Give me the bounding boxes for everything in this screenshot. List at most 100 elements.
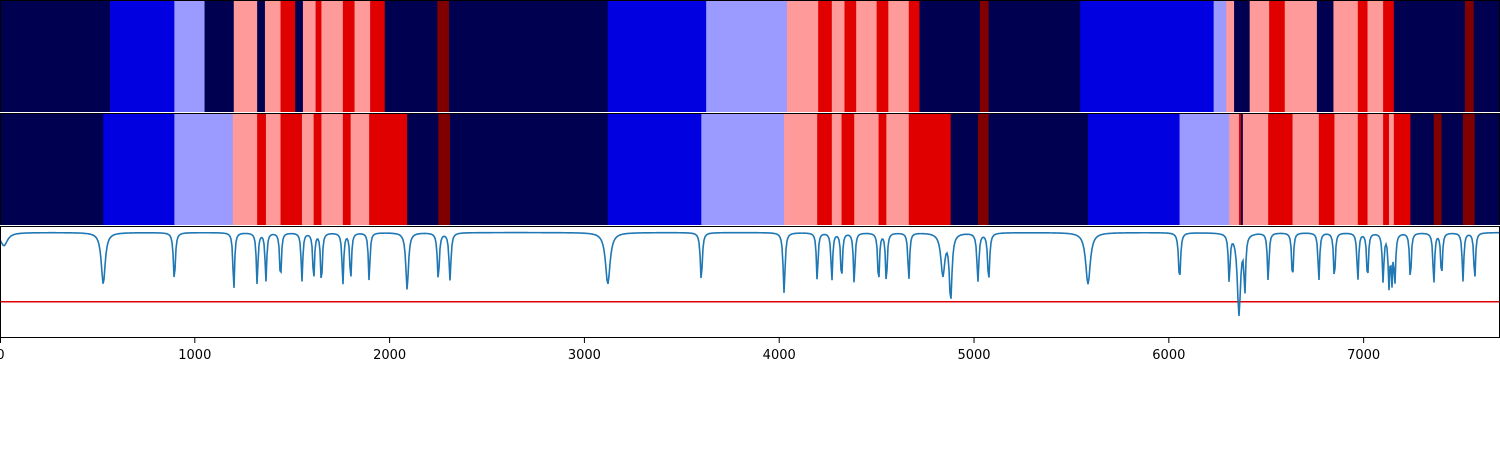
heatmap-bottom-cell-32 <box>1238 113 1242 225</box>
x-tick-label-1: 1000 <box>178 348 211 363</box>
heatmap-bottom-cell-3 <box>232 113 258 225</box>
heatmap-top-cell-33 <box>1226 0 1235 112</box>
heatmap-bottom-cell-30 <box>1179 113 1230 225</box>
heatmap-bottom-cell-25 <box>908 113 952 225</box>
heatmap-top-cell-6 <box>264 0 281 112</box>
heatmap-top-cell-19 <box>706 0 788 112</box>
heatmap-top-cell-41 <box>1367 0 1384 112</box>
heatmap-bottom-cell-48 <box>1474 113 1500 225</box>
heatmap-bottom-cell-37 <box>1318 113 1335 225</box>
x-tick-label-7: 7000 <box>1347 348 1380 363</box>
heatmap-bottom-cell-12 <box>369 113 408 225</box>
heatmap-top-cell-8 <box>295 0 304 112</box>
heatmap-bottom-cell-22 <box>854 113 879 225</box>
heatmap-bottom-cell-24 <box>886 113 910 225</box>
heatmap-bottom-cell-13 <box>407 113 439 225</box>
heatmap-bottom-cell-39 <box>1357 113 1368 225</box>
heatmap-top-cell-28 <box>919 0 981 112</box>
heatmap-bottom-cell-40 <box>1367 113 1384 225</box>
heatmap-top-cell-9 <box>302 0 316 112</box>
heatmap-bottom-cell-21 <box>841 113 855 225</box>
heatmap-bottom-cell-27 <box>977 113 990 225</box>
heatmap-top-cell-25 <box>876 0 889 112</box>
heatmap-bottom-cell-38 <box>1334 113 1359 225</box>
heatmap-bottom-cell-20 <box>831 113 842 225</box>
heatmap-top-cell-26 <box>888 0 910 112</box>
heatmap-top-cell-23 <box>844 0 857 112</box>
heatmap-bottom-cell-45 <box>1433 113 1442 225</box>
heatmap-top-cell-42 <box>1383 0 1395 112</box>
x-tick-label-6: 6000 <box>1152 348 1185 363</box>
heatmap-top-cell-40 <box>1357 0 1368 112</box>
heatmap-bottom-cell-33 <box>1240 113 1244 225</box>
heatmap-top-cell-39 <box>1333 0 1359 112</box>
heatmap-bottom-cell-2 <box>174 113 234 225</box>
heatmap-top-cell-13 <box>354 0 371 112</box>
heatmap-bottom-cell-0 <box>0 113 104 225</box>
heatmap-bottom-cell-8 <box>313 113 322 225</box>
heatmap-bottom-cell-11 <box>350 113 370 225</box>
heatmap-top-cell-2 <box>174 0 205 112</box>
heatmap-top-cell-11 <box>321 0 344 112</box>
x-tick-label-5: 5000 <box>957 348 990 363</box>
heatmap-bottom-cell-19 <box>817 113 833 225</box>
heatmap-bottom-cell-28 <box>988 113 1089 225</box>
heatmap-bottom-cell-23 <box>878 113 887 225</box>
heatmap-top-cell-45 <box>1473 0 1500 112</box>
heatmap-bottom-cell-4 <box>257 113 267 225</box>
x-tick-label-4: 4000 <box>763 348 796 363</box>
heatmap-top-cell-44 <box>1464 0 1475 112</box>
heatmap-top-cell-1 <box>110 0 175 112</box>
heatmap-bottom-cell-36 <box>1292 113 1320 225</box>
heatmap-bottom-cell-34 <box>1242 113 1269 225</box>
heatmap-top-cell-18 <box>607 0 707 112</box>
heatmap-top-cell-36 <box>1269 0 1286 112</box>
heatmap-bottom-cell-41 <box>1383 113 1390 225</box>
heatmap-top-cell-22 <box>831 0 845 112</box>
heatmap-top-cell-0 <box>0 0 111 112</box>
heatmap-bottom-cell-17 <box>701 113 785 225</box>
heatmap-bottom-cell-31 <box>1229 113 1240 225</box>
heatmap-strip-top <box>0 0 1500 112</box>
heatmap-top-cell-16 <box>437 0 450 112</box>
heatmap-strip-bottom <box>0 113 1500 225</box>
heatmap-top-cell-14 <box>370 0 386 112</box>
line-panel <box>0 226 1500 338</box>
heatmap-top-cell-29 <box>979 0 990 112</box>
heatmap-top-cell-5 <box>257 0 266 112</box>
heatmap-bottom-cell-6 <box>280 113 303 225</box>
heatmap-bottom-cell-46 <box>1441 113 1464 225</box>
heatmap-top-cell-24 <box>856 0 878 112</box>
heatmap-top-cell-35 <box>1249 0 1270 112</box>
x-tick-label-0: 0 <box>0 348 5 363</box>
x-tick-label-2: 2000 <box>373 348 406 363</box>
heatmap-top-cell-15 <box>384 0 438 112</box>
heatmap-bottom-cell-35 <box>1268 113 1293 225</box>
line-panel-background <box>0 226 1500 338</box>
heatmap-bottom-cell-15 <box>450 113 609 225</box>
heatmap-top-cell-21 <box>818 0 833 112</box>
heatmap-top-cell-31 <box>1080 0 1215 112</box>
heatmap-top-cell-4 <box>233 0 258 112</box>
heatmap-bottom-cell-18 <box>784 113 818 225</box>
heatmap-bottom-cell-14 <box>438 113 451 225</box>
heatmap-bottom-cell-1 <box>103 113 175 225</box>
heatmap-top-cell-38 <box>1316 0 1334 112</box>
heatmap-top-cell-12 <box>342 0 355 112</box>
heatmap-top-cell-27 <box>908 0 920 112</box>
heatmap-bottom-cell-7 <box>301 113 315 225</box>
heatmap-bottom-cell-29 <box>1087 113 1180 225</box>
heatmap-top-cell-20 <box>787 0 819 112</box>
heatmap-top-cell-43 <box>1393 0 1466 112</box>
heatmap-bottom-cell-44 <box>1410 113 1435 225</box>
heatmap-bottom-cell-43 <box>1393 113 1411 225</box>
heatmap-top-cell-37 <box>1284 0 1318 112</box>
heatmap-bottom-cell-26 <box>950 113 979 225</box>
heatmap-top-cell-3 <box>204 0 235 112</box>
heatmap-top-cell-34 <box>1234 0 1251 112</box>
heatmap-top-cell-7 <box>280 0 296 112</box>
series-line <box>0 231 1500 317</box>
heatmap-bottom-cell-9 <box>321 113 344 225</box>
heatmap-top-cell-30 <box>988 0 1081 112</box>
